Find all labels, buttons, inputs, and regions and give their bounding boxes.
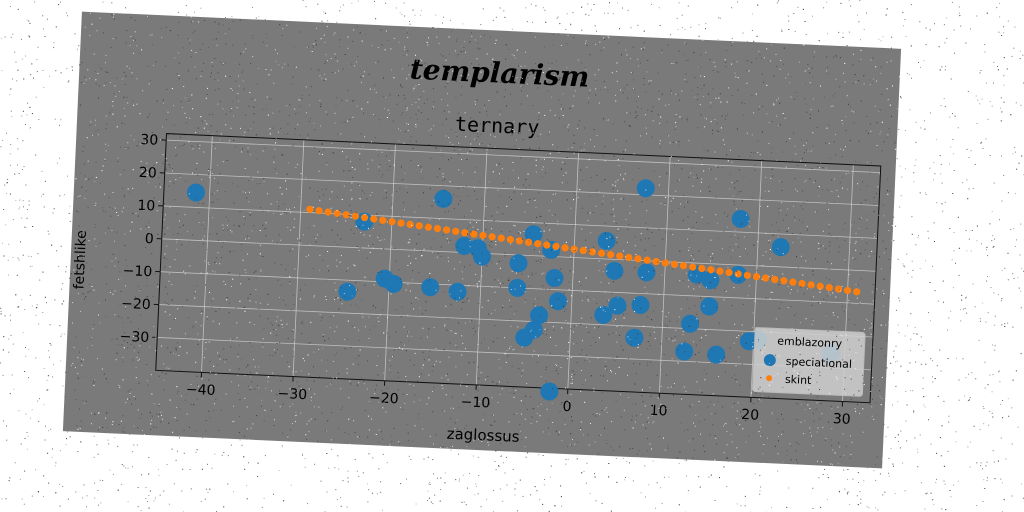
scatter-point-speciational (681, 314, 700, 333)
scatter-point-skint (488, 233, 496, 241)
scatter-point-skint (333, 209, 341, 218)
y-tick-label: −20 (121, 296, 151, 313)
scatter-point-speciational (545, 269, 564, 288)
scatter-point-skint (388, 218, 396, 226)
y-tick-label: −10 (122, 263, 152, 280)
scatter-point-skint (397, 219, 405, 227)
scatter-point-skint (661, 259, 669, 267)
scatter-point-skint (424, 223, 432, 231)
scatter-point-speciational (631, 296, 650, 315)
x-tick-label: 10 (649, 403, 668, 420)
y-gridline (163, 205, 878, 239)
scatter-chart: templarism ternary −40 −30 −20 −10 0 10 20 30 −3… (71, 53, 882, 446)
y-gridline (164, 172, 879, 206)
scatter-point-skint (607, 251, 615, 259)
scatter-point-skint (470, 230, 478, 238)
scatter-point-skint (406, 220, 414, 229)
y-axis-label: fetshlike (71, 230, 90, 290)
x-tick-label: −20 (369, 390, 399, 407)
scatter-point-skint (452, 227, 460, 235)
scatter-point-skint (853, 288, 861, 296)
scatter-point-skint (342, 211, 350, 219)
scatter-point-speciational (508, 278, 527, 297)
scatter-point-skint (588, 248, 597, 256)
y-tick-label: 30 (140, 132, 159, 149)
x-tick-label: −40 (186, 382, 216, 399)
scatter-point-skint (570, 245, 578, 253)
scatter-point-skint (616, 252, 624, 260)
scatter-point-speciational (605, 261, 624, 280)
scatter-point-speciational (625, 328, 644, 347)
scatter-point-speciational (434, 189, 453, 208)
scatter-point-skint (652, 257, 660, 266)
scatter-point-skint (780, 277, 788, 285)
scatter-point-skint (716, 267, 724, 275)
x-axis-label: zaglossus (446, 425, 520, 446)
scatter-point-skint (415, 222, 423, 230)
figure-suptitle: templarism (409, 53, 590, 94)
x-tick-label: 30 (832, 411, 851, 428)
axes-title: ternary (455, 112, 540, 140)
x-gridline (475, 148, 488, 385)
scatter-point-skint (771, 275, 779, 284)
scatter-point-skint (597, 249, 606, 257)
y-tick-label: 0 (144, 231, 154, 247)
scatter-point-skint (579, 246, 587, 255)
scatter-point-speciational (421, 278, 440, 297)
legend-label-skint: skint (785, 373, 813, 387)
scatter-point-speciational (597, 231, 616, 250)
scatter-point-skint (761, 274, 770, 282)
scatter-point-skint (379, 216, 387, 224)
x-gridline (201, 135, 213, 373)
y-gridline (166, 139, 881, 173)
scatter-point-skint (807, 281, 815, 289)
scatter-point-speciational (637, 263, 656, 282)
scatter-point-skint (479, 231, 487, 240)
x-tick-label: −10 (460, 394, 490, 411)
x-tick-label: 0 (562, 399, 572, 415)
x-gridline (292, 139, 305, 377)
scatter-point-skint (843, 286, 852, 295)
scatter-point-skint (752, 273, 761, 281)
x-gridline (384, 143, 396, 381)
scatter-point-skint (433, 224, 442, 233)
scatter-point-skint (798, 279, 806, 288)
scatter-point-skint (789, 278, 797, 286)
y-tick-label: −30 (119, 329, 149, 346)
x-gridline (567, 152, 579, 390)
x-tick-label: −30 (277, 386, 307, 403)
scatter-point-speciational (549, 292, 568, 311)
scatter-point-skint (816, 282, 824, 290)
scatter-point-speciational (186, 183, 205, 202)
scatter-point-speciational (700, 297, 719, 316)
scatter-point-skint (634, 255, 642, 263)
scatter-point-speciational (771, 238, 790, 257)
scatter-point-skint (497, 234, 505, 242)
scatter-point-skint (324, 208, 332, 216)
scatter-point-skint (515, 237, 524, 245)
x-tick-label: 20 (741, 407, 760, 424)
scatter-point-speciational (509, 254, 528, 273)
scatter-point-speciational (675, 342, 694, 361)
x-gridline (658, 156, 671, 394)
scatter-point-skint (306, 205, 314, 213)
scatter-point-skint (679, 262, 688, 270)
scatter-point-skint (561, 244, 569, 252)
scatter-point-skint (825, 284, 833, 292)
plot-area: −40 −30 −20 −10 0 10 20 30−30−20−100102030embla… (119, 132, 882, 428)
y-tick-label: 20 (139, 165, 158, 182)
y-tick-label: 10 (137, 198, 156, 215)
scatter-point-skint (506, 235, 514, 244)
scatter-point-skint (834, 285, 843, 293)
scatter-point-speciational (731, 209, 750, 228)
scatter-point-speciational (338, 282, 357, 301)
scatter-point-skint (643, 256, 651, 264)
figure-canvas: templarism ternary −40 −30 −20 −10 0 10 20 30 −3… (62, 11, 902, 469)
scatter-point-skint (461, 229, 469, 237)
scatter-point-skint (442, 226, 451, 234)
scatter-point-speciational (707, 345, 726, 364)
scatter-point-speciational (540, 382, 559, 401)
